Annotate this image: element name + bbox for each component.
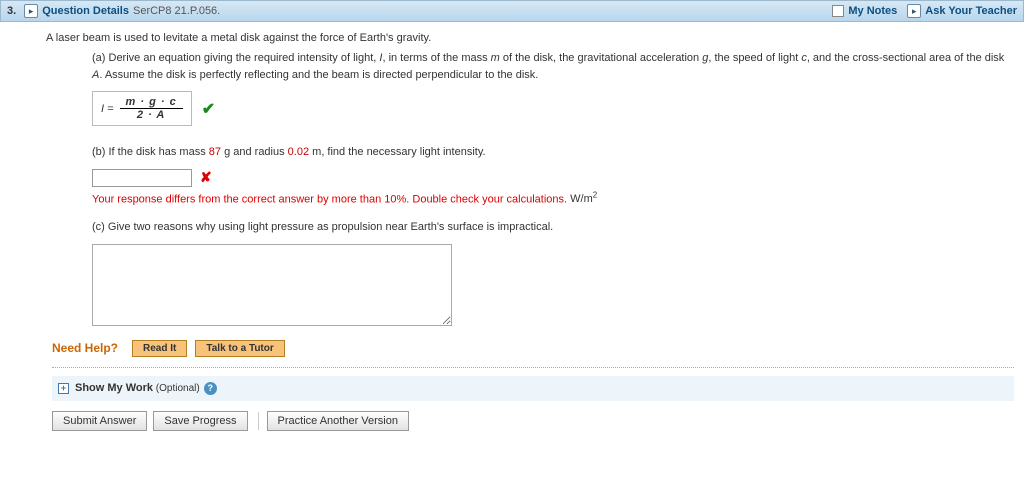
- part-b-prefix: (b) If the disk has mass: [92, 146, 209, 158]
- part-c-answer-textarea[interactable]: [92, 244, 452, 326]
- equation-denominator: 2 · A: [120, 109, 183, 121]
- part-b-text: (b) If the disk has mass 87 g and radius…: [92, 144, 1014, 161]
- checkmark-icon: ✔: [202, 99, 215, 119]
- question-details-link[interactable]: Question Details: [42, 5, 129, 17]
- show-my-work-label: Show My Work (Optional): [75, 382, 200, 394]
- plus-icon[interactable]: +: [58, 383, 69, 394]
- ask-teacher-arrow-icon[interactable]: ▸: [907, 4, 921, 18]
- equation-fraction: m · g · c 2 · A: [120, 96, 183, 121]
- equation-numerator: m · g · c: [120, 96, 183, 109]
- question-code: SerCP8 21.P.056.: [133, 5, 220, 17]
- txt: , in terms of the mass: [382, 52, 490, 64]
- equation-lhs: I =: [101, 103, 114, 115]
- txt: , the speed of light: [708, 52, 801, 64]
- part-b-answer-input[interactable]: [92, 169, 192, 187]
- expand-arrow-icon[interactable]: ▸: [24, 4, 38, 18]
- part-a-suffix: . Assume the disk is perfectly reflectin…: [99, 69, 538, 81]
- my-notes-link[interactable]: My Notes: [848, 5, 897, 17]
- radius-value: 0.02: [288, 146, 309, 158]
- show-my-work-row[interactable]: + Show My Work (Optional) ?: [52, 376, 1014, 401]
- txt: of the disk, the gravitational accelerat…: [500, 52, 702, 64]
- unit-label: W/m2: [570, 193, 597, 205]
- unit-sup: 2: [593, 191, 597, 200]
- talk-to-tutor-button[interactable]: Talk to a Tutor: [195, 340, 284, 357]
- part-b-answer-row: ✘: [92, 169, 1014, 187]
- part-a-text: (a) Derive an equation giving the requir…: [92, 50, 1014, 83]
- mass-unit: g and radius: [221, 146, 288, 158]
- ask-teacher-link[interactable]: Ask Your Teacher: [925, 5, 1017, 17]
- question-number: 3.: [7, 5, 16, 17]
- info-icon[interactable]: ?: [204, 382, 217, 395]
- var-m: m: [491, 52, 500, 64]
- x-mark-icon: ✘: [200, 169, 212, 186]
- submit-answer-button[interactable]: Submit Answer: [52, 411, 147, 431]
- need-help-label: Need Help?: [52, 341, 118, 355]
- bottom-buttons: Submit Answer Save Progress Practice Ano…: [52, 411, 1014, 431]
- question-intro: A laser beam is used to levitate a metal…: [46, 32, 1014, 44]
- part-a-prefix: (a) Derive an equation giving the requir…: [92, 52, 379, 64]
- equation-box: I = m · g · c 2 · A: [92, 91, 192, 126]
- need-help-row: Need Help? Read It Talk to a Tutor: [52, 340, 1014, 357]
- divider: [52, 367, 1014, 368]
- mass-value: 87: [209, 146, 221, 158]
- part-c-text: (c) Give two reasons why using light pre…: [92, 219, 1014, 236]
- question-header-bar: 3. ▸ Question Details SerCP8 21.P.056. M…: [0, 0, 1024, 22]
- save-progress-button[interactable]: Save Progress: [153, 411, 247, 431]
- question-parts: (a) Derive an equation giving the requir…: [92, 50, 1014, 431]
- radius-unit: m, find the necessary light intensity.: [309, 146, 486, 158]
- unit-base: W/m: [570, 193, 593, 205]
- practice-another-button[interactable]: Practice Another Version: [267, 411, 409, 431]
- feedback-text: Your response differs from the correct a…: [92, 193, 567, 205]
- header-right: My Notes ▸ Ask Your Teacher: [832, 4, 1017, 18]
- button-separator: [258, 412, 259, 430]
- part-b-feedback: Your response differs from the correct a…: [92, 191, 1014, 206]
- show-work-text: Show My Work: [75, 382, 153, 394]
- my-notes-checkbox[interactable]: [832, 5, 844, 17]
- read-it-button[interactable]: Read It: [132, 340, 187, 357]
- equation-row: I = m · g · c 2 · A ✔: [92, 91, 1014, 126]
- optional-text: (Optional): [153, 383, 200, 394]
- txt: , and the cross-sectional area of the di…: [807, 52, 1005, 64]
- question-content: A laser beam is used to levitate a metal…: [0, 22, 1024, 441]
